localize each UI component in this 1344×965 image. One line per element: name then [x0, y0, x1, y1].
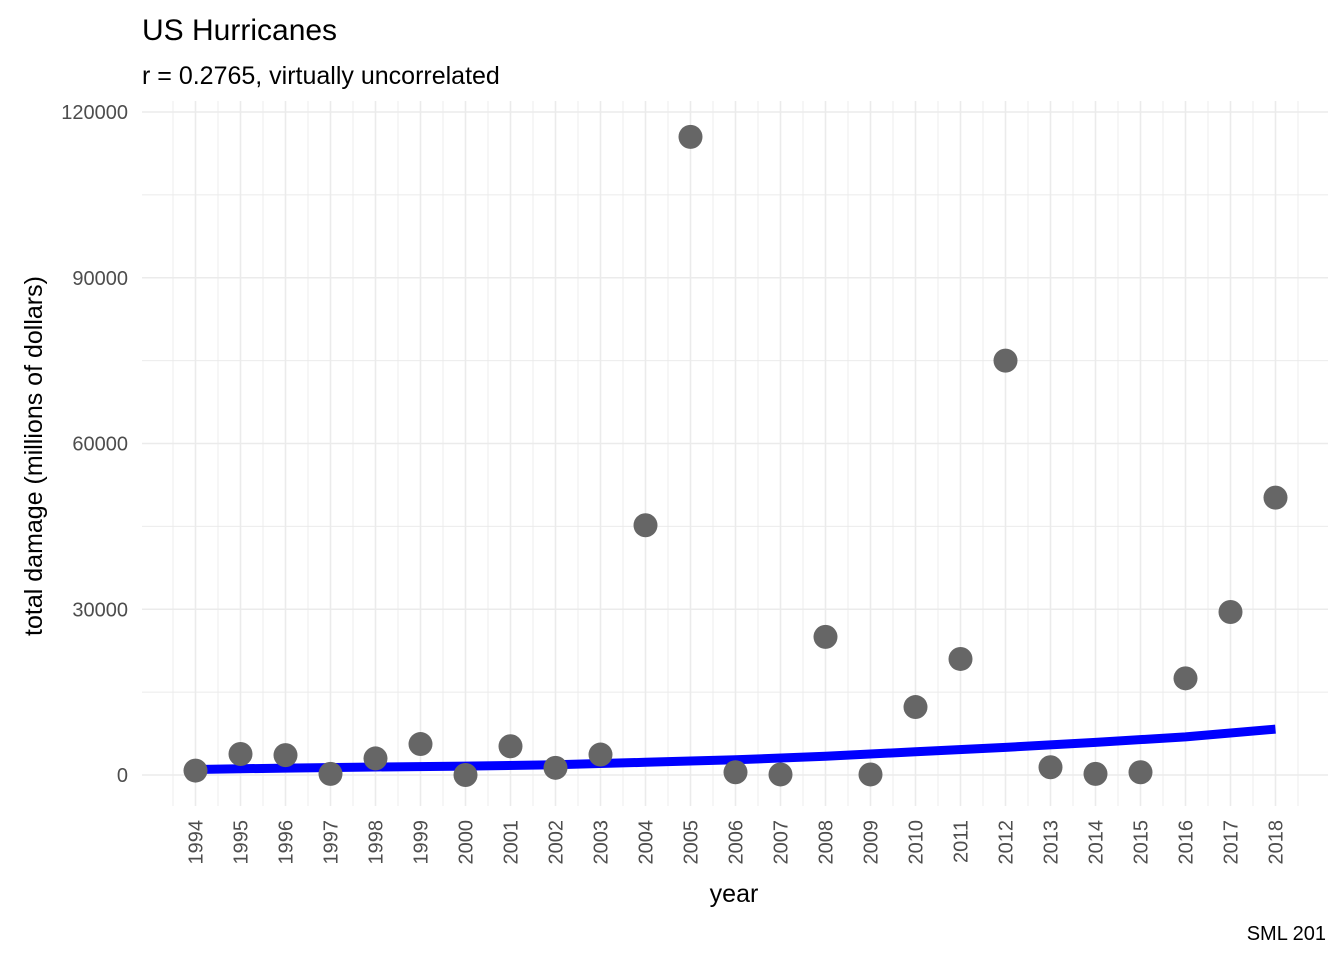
data-point-2002	[543, 755, 568, 780]
y-tick-label: 30000	[72, 599, 128, 621]
data-point-2003	[588, 742, 613, 767]
data-point-2012	[993, 348, 1018, 373]
chart-title: US Hurricanes	[142, 14, 337, 47]
x-tick-label: 2012	[996, 820, 1018, 865]
x-tick-label: 2001	[501, 820, 523, 865]
data-point-1996	[273, 743, 298, 768]
x-tick-label: 2002	[546, 820, 568, 865]
data-point-1995	[228, 742, 253, 767]
y-tick-label: 120000	[61, 102, 128, 124]
data-point-2016	[1173, 666, 1198, 691]
x-tick-label: 2014	[1086, 820, 1108, 865]
data-point-2007	[768, 762, 793, 787]
data-point-1994	[183, 758, 208, 783]
data-point-2014	[1083, 761, 1108, 786]
data-point-2005	[678, 124, 703, 149]
x-axis-title: year	[710, 880, 759, 908]
points-layer	[183, 124, 1288, 787]
x-axis-ticks: 1994 1995 1996 1997 1998 1999 2000 2001 2002 2003…	[186, 820, 1288, 865]
chart-subtitle: r = 0.2765, virtually uncorrelated	[142, 62, 500, 90]
data-point-2011	[948, 646, 973, 671]
x-tick-label: 1995	[231, 820, 253, 865]
x-tick-label: 2006	[726, 820, 748, 865]
data-point-2009	[858, 762, 883, 787]
x-tick-label: 2004	[636, 820, 658, 865]
x-tick-label: 2008	[816, 820, 838, 865]
data-point-2015	[1128, 760, 1153, 785]
x-tick-label: 2007	[771, 820, 793, 865]
data-point-2017	[1218, 600, 1243, 625]
x-tick-label: 2010	[906, 820, 928, 865]
chart-caption: SML 201	[1247, 923, 1326, 945]
data-point-1998	[363, 746, 388, 771]
grid-layer	[142, 101, 1328, 806]
x-tick-label: 2013	[1041, 820, 1063, 865]
x-tick-label: 2018	[1266, 820, 1288, 865]
x-tick-label: 2015	[1131, 820, 1153, 865]
y-tick-label: 0	[117, 765, 128, 787]
x-tick-label: 2009	[861, 820, 883, 865]
data-point-1999	[408, 732, 433, 757]
data-point-2004	[633, 513, 658, 538]
y-tick-label: 60000	[72, 434, 128, 456]
data-point-2013	[1038, 755, 1063, 780]
data-point-1997	[318, 761, 343, 786]
x-tick-label: 1997	[321, 820, 343, 865]
x-tick-label: 1999	[411, 820, 433, 865]
x-tick-label: 1994	[186, 820, 208, 865]
data-point-2001	[498, 734, 523, 759]
y-axis-title: total damage (millions of dollars)	[20, 276, 48, 636]
data-point-2010	[903, 695, 928, 720]
data-point-2018	[1263, 485, 1288, 510]
y-tick-label: 90000	[72, 268, 128, 290]
x-tick-label: 2017	[1221, 820, 1243, 865]
x-tick-label: 2016	[1176, 820, 1198, 865]
x-tick-label: 2000	[456, 820, 478, 865]
y-axis-ticks: 0 30000 60000 90000 120000	[61, 102, 128, 787]
x-tick-label: 1996	[276, 820, 298, 865]
data-point-2000	[453, 763, 478, 787]
x-tick-label: 2003	[591, 820, 613, 865]
x-tick-label: 1998	[366, 820, 388, 865]
x-tick-label: 2011	[951, 820, 973, 863]
data-point-2008	[813, 624, 838, 649]
x-tick-label: 2005	[681, 820, 703, 865]
data-point-2006	[723, 760, 748, 785]
